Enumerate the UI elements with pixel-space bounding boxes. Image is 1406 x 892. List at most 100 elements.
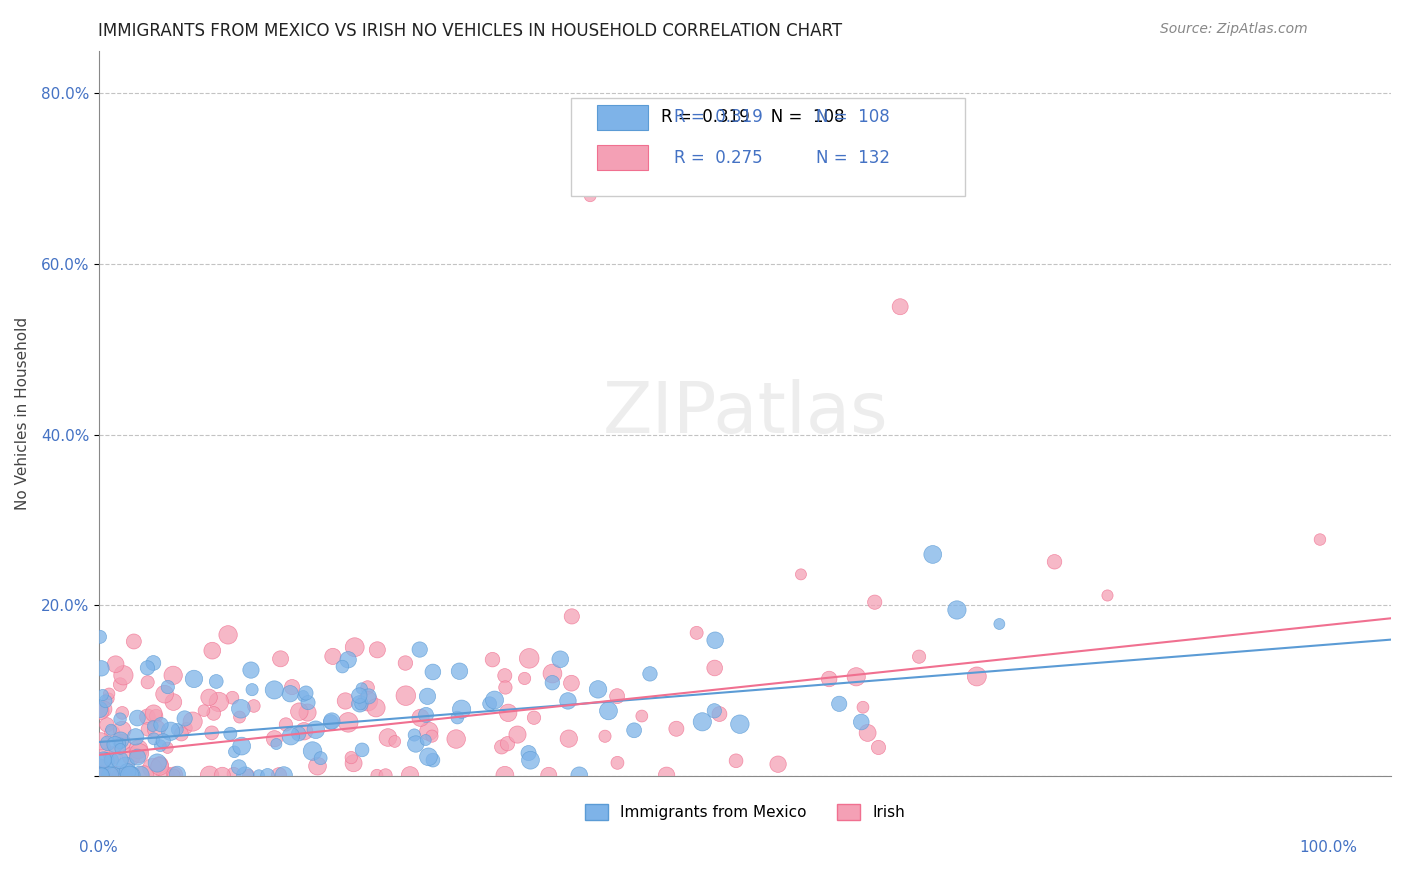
Point	[202, 706, 225, 721]
Point	[240, 682, 263, 697]
Point	[128, 746, 150, 760]
Point	[350, 681, 373, 696]
Point	[1309, 533, 1331, 547]
Point	[405, 737, 427, 751]
Point	[352, 743, 374, 757]
Point	[374, 768, 396, 782]
Point	[908, 649, 931, 664]
Point	[638, 666, 661, 681]
Point	[149, 759, 172, 773]
Point	[108, 677, 131, 691]
Point	[222, 767, 245, 781]
Point	[560, 676, 582, 690]
Point	[107, 768, 129, 782]
Point	[201, 726, 224, 740]
Point	[229, 702, 252, 716]
Point	[305, 723, 328, 737]
Point	[110, 742, 132, 756]
Point	[90, 734, 112, 748]
Point	[409, 642, 432, 657]
Text: N =  108: N = 108	[817, 109, 890, 127]
Point	[665, 722, 688, 736]
Point	[166, 767, 188, 781]
Point	[107, 768, 129, 782]
Point	[863, 595, 886, 609]
Point	[818, 672, 841, 686]
Point	[103, 768, 125, 782]
Point	[118, 768, 141, 782]
Point	[211, 768, 233, 782]
FancyBboxPatch shape	[596, 145, 648, 170]
Text: R =  0.319: R = 0.319	[673, 109, 763, 127]
Point	[415, 707, 437, 722]
Point	[198, 768, 221, 782]
Point	[868, 740, 890, 755]
Point	[156, 680, 179, 694]
Point	[104, 738, 127, 752]
Point	[278, 687, 301, 701]
Point	[335, 694, 357, 708]
Point	[117, 764, 139, 779]
Point	[247, 768, 270, 782]
Point	[292, 724, 315, 739]
Point	[101, 726, 124, 740]
Point	[297, 706, 319, 720]
Point	[828, 697, 851, 711]
Point	[134, 768, 156, 782]
Point	[270, 652, 292, 666]
Point	[145, 709, 167, 723]
Point	[228, 760, 250, 774]
Y-axis label: No Vehicles in Household: No Vehicles in Household	[15, 317, 30, 510]
Point	[201, 643, 224, 657]
Point	[496, 706, 519, 720]
Point	[301, 744, 323, 758]
Point	[322, 649, 344, 664]
Point	[366, 643, 388, 657]
Point	[586, 682, 609, 697]
Point	[198, 690, 221, 705]
Point	[340, 750, 363, 764]
Point	[399, 768, 422, 782]
Point	[357, 690, 380, 704]
Point	[349, 697, 371, 711]
Point	[193, 704, 215, 718]
Point	[287, 727, 309, 741]
Point	[111, 706, 134, 720]
Point	[94, 694, 117, 708]
Point	[444, 732, 467, 747]
Point	[606, 689, 628, 703]
Point	[112, 668, 135, 682]
Point	[356, 681, 378, 695]
Point	[422, 665, 444, 679]
Point	[519, 753, 541, 767]
Point	[851, 714, 873, 729]
Point	[149, 739, 172, 753]
Point	[111, 723, 134, 737]
Point	[491, 739, 513, 754]
Point	[127, 711, 149, 725]
Point	[337, 653, 360, 667]
Point	[156, 740, 179, 755]
Point	[364, 701, 387, 715]
Point	[703, 704, 725, 718]
Point	[101, 748, 124, 763]
Point	[159, 724, 181, 739]
Point	[517, 746, 540, 760]
Point	[921, 548, 943, 562]
Point	[91, 740, 114, 755]
Point	[170, 727, 193, 741]
Point	[273, 768, 295, 782]
Text: R =  0.275: R = 0.275	[673, 149, 762, 167]
Point	[142, 656, 165, 670]
Point	[228, 710, 250, 724]
Point	[852, 700, 875, 714]
Text: 100.0%: 100.0%	[1299, 840, 1358, 855]
Point	[221, 690, 243, 705]
Point	[558, 731, 581, 746]
Point	[136, 710, 159, 724]
Point	[395, 689, 418, 703]
Point	[1043, 555, 1066, 569]
Point	[89, 630, 111, 644]
Point	[685, 625, 707, 640]
Point	[217, 628, 239, 642]
